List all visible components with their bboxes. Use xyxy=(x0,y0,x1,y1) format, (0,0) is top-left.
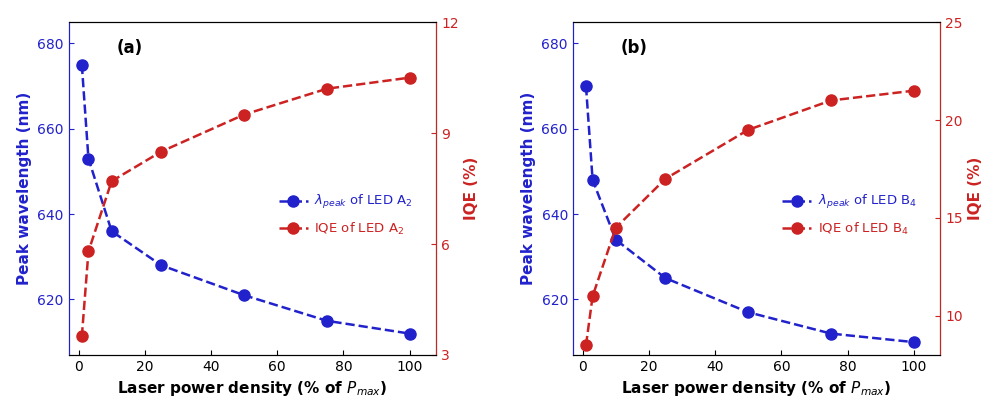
Text: (b): (b) xyxy=(621,39,647,57)
Legend: $\lambda_{peak}$ of LED A$_2$, IQE of LED A$_2$: $\lambda_{peak}$ of LED A$_2$, IQE of LE… xyxy=(273,188,419,242)
IQE of LED B$_4$ xyxy=(825,98,837,103)
IQE of LED B$_4$ xyxy=(610,225,622,230)
Line: IQE of LED B$_4$: IQE of LED B$_4$ xyxy=(580,85,919,351)
$\lambda_{peak}$ of LED A$_2$ xyxy=(404,331,416,336)
IQE of LED B$_4$ xyxy=(587,294,599,299)
$\lambda_{peak}$ of LED B$_4$ xyxy=(580,84,592,89)
$\lambda_{peak}$ of LED A$_2$ xyxy=(238,293,250,298)
IQE of LED A$_2$ xyxy=(76,334,88,339)
IQE of LED B$_4$ xyxy=(908,88,920,93)
IQE of LED A$_2$ xyxy=(238,112,250,117)
$\lambda_{peak}$ of LED B$_4$ xyxy=(742,310,754,315)
X-axis label: Laser power density (% of $P_{max}$): Laser power density (% of $P_{max}$) xyxy=(117,379,388,398)
$\lambda_{peak}$ of LED B$_4$ xyxy=(659,276,671,281)
IQE of LED B$_4$ xyxy=(742,127,754,132)
Legend: $\lambda_{peak}$ of LED B$_4$, IQE of LED B$_4$: $\lambda_{peak}$ of LED B$_4$, IQE of LE… xyxy=(777,188,923,242)
IQE of LED A$_2$ xyxy=(155,149,167,154)
IQE of LED A$_2$ xyxy=(321,86,333,91)
Y-axis label: Peak wavelength (nm): Peak wavelength (nm) xyxy=(521,92,536,285)
Line: IQE of LED A$_2$: IQE of LED A$_2$ xyxy=(76,72,415,342)
$\lambda_{peak}$ of LED B$_4$ xyxy=(587,178,599,183)
$\lambda_{peak}$ of LED A$_2$ xyxy=(321,318,333,323)
IQE of LED B$_4$ xyxy=(659,176,671,181)
$\lambda_{peak}$ of LED A$_2$ xyxy=(76,62,88,67)
$\lambda_{peak}$ of LED B$_4$ xyxy=(908,339,920,344)
Line: $\lambda_{peak}$ of LED A$_2$: $\lambda_{peak}$ of LED A$_2$ xyxy=(76,59,415,339)
Y-axis label: IQE (%): IQE (%) xyxy=(464,157,479,220)
IQE of LED A$_2$ xyxy=(404,75,416,80)
Y-axis label: IQE (%): IQE (%) xyxy=(968,157,983,220)
$\lambda_{peak}$ of LED A$_2$ xyxy=(155,263,167,268)
Text: (a): (a) xyxy=(116,39,142,57)
$\lambda_{peak}$ of LED B$_4$ xyxy=(610,237,622,242)
IQE of LED B$_4$ xyxy=(580,343,592,348)
Line: $\lambda_{peak}$ of LED B$_4$: $\lambda_{peak}$ of LED B$_4$ xyxy=(580,81,919,348)
IQE of LED A$_2$ xyxy=(82,249,94,254)
Y-axis label: Peak wavelength (nm): Peak wavelength (nm) xyxy=(17,92,32,285)
$\lambda_{peak}$ of LED A$_2$ xyxy=(82,156,94,161)
X-axis label: Laser power density (% of $P_{max}$): Laser power density (% of $P_{max}$) xyxy=(621,379,892,398)
IQE of LED A$_2$ xyxy=(106,178,118,183)
$\lambda_{peak}$ of LED B$_4$ xyxy=(825,331,837,336)
$\lambda_{peak}$ of LED A$_2$ xyxy=(106,229,118,234)
